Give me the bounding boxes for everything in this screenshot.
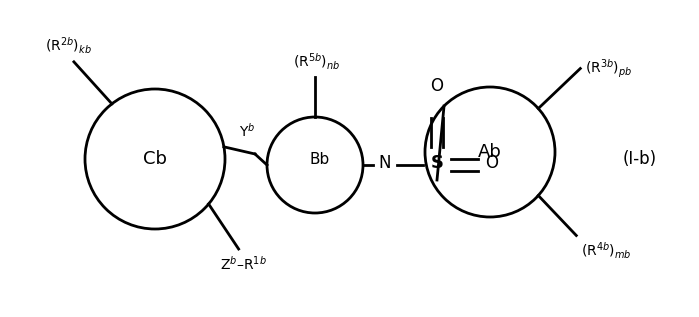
Text: Cb: Cb — [143, 150, 167, 168]
Text: Bb: Bb — [310, 152, 330, 167]
Text: Z$^{b}$–R$^{1b}$: Z$^{b}$–R$^{1b}$ — [220, 255, 267, 273]
Text: Y$^{b}$: Y$^{b}$ — [239, 122, 255, 140]
Text: (R$^{3b}$)$_{pb}$: (R$^{3b}$)$_{pb}$ — [585, 57, 633, 80]
Text: (I-b): (I-b) — [623, 150, 657, 168]
Text: N: N — [379, 154, 391, 172]
Text: O: O — [486, 154, 498, 172]
Text: (R$^{4b}$)$_{mb}$: (R$^{4b}$)$_{mb}$ — [582, 241, 632, 261]
Text: (R$^{2b}$)$_{kb}$: (R$^{2b}$)$_{kb}$ — [45, 36, 92, 56]
Text: S: S — [431, 154, 443, 172]
Text: Ab: Ab — [478, 143, 502, 161]
Text: (R$^{5b}$)$_{nb}$: (R$^{5b}$)$_{nb}$ — [294, 52, 340, 72]
Text: O: O — [431, 77, 443, 95]
